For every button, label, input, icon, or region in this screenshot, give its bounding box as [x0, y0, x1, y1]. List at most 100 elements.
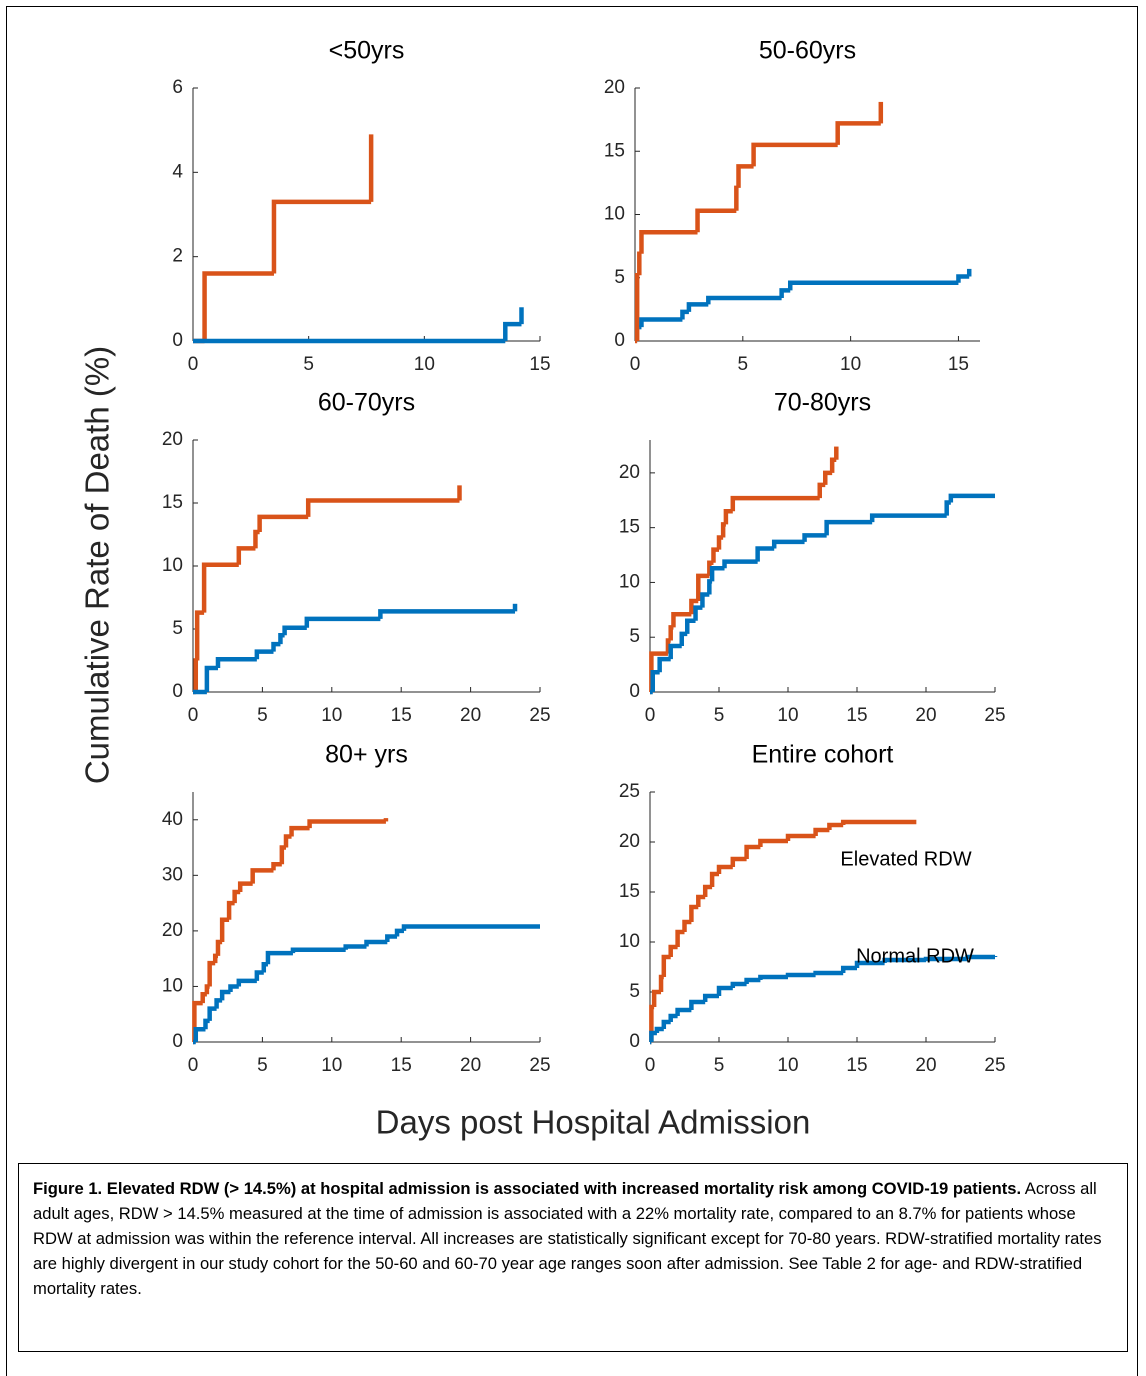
step-segment — [650, 670, 660, 692]
step-segment — [307, 819, 386, 829]
step-segment — [869, 513, 947, 523]
step-segment — [923, 956, 968, 962]
step-segment — [649, 1030, 657, 1042]
step-segment — [226, 900, 235, 920]
step-segment — [265, 950, 293, 965]
step-segment — [668, 625, 674, 641]
step-segment — [668, 1013, 678, 1022]
panel-title: Entire cohort — [752, 741, 894, 769]
step-segment — [219, 917, 230, 942]
step-segment — [686, 302, 709, 312]
step-segment — [212, 953, 218, 964]
y-tick-label: 0 — [172, 330, 183, 351]
step-segment — [716, 864, 733, 874]
step-segment — [716, 985, 733, 996]
step-segment — [279, 845, 286, 865]
y-tick-label: 20 — [619, 831, 640, 852]
step-segment — [840, 965, 857, 973]
step-segment — [637, 251, 642, 276]
panel-title: 80+ yrs — [325, 741, 408, 769]
step-segment — [823, 470, 833, 485]
step-segment — [658, 974, 664, 992]
x-tick-label: 5 — [303, 354, 314, 375]
y-tick-label: 0 — [614, 330, 625, 351]
step-segment — [827, 822, 844, 830]
y-tick-label: 20 — [619, 462, 640, 483]
step-segment — [207, 1006, 217, 1021]
step-segment — [661, 954, 671, 977]
step-segment — [682, 919, 692, 932]
step-segment — [290, 947, 346, 954]
x-tick-label: 5 — [714, 705, 725, 726]
y-tick-label: 40 — [162, 809, 183, 830]
step-segment — [237, 881, 253, 892]
x-tick-label: 5 — [257, 705, 268, 726]
x-tick-label: 0 — [188, 705, 199, 726]
step-segment — [758, 974, 788, 980]
step-segment — [236, 978, 257, 987]
step-segment — [730, 981, 747, 988]
panel-title: 70-80yrs — [774, 389, 871, 417]
x-tick-label: 25 — [984, 705, 1005, 726]
step-segment — [744, 844, 761, 859]
x-tick-label: 5 — [738, 354, 749, 375]
step-segment — [271, 199, 372, 274]
x-tick-label: 10 — [777, 1055, 798, 1076]
step-segment — [278, 633, 285, 645]
y-tick-label: 5 — [172, 618, 183, 639]
step-segment — [679, 631, 688, 646]
step-segment — [651, 989, 662, 1007]
step-segment — [723, 508, 733, 525]
step-segment — [685, 618, 696, 634]
step-segment — [236, 546, 256, 565]
step-segment — [401, 924, 540, 931]
x-tick-label: 20 — [460, 705, 481, 726]
step-segment — [965, 954, 995, 960]
step-segment — [305, 498, 460, 517]
step-segment — [802, 533, 827, 542]
x-tick-label: 5 — [714, 1055, 725, 1076]
step-segment — [702, 884, 713, 897]
y-tick-label: 10 — [604, 204, 625, 225]
x-tick-label: 0 — [645, 705, 656, 726]
step-segment — [720, 522, 726, 538]
y-tick-label: 4 — [172, 161, 183, 182]
y-tick-label: 20 — [604, 77, 625, 98]
step-segment — [634, 272, 640, 341]
step-segment — [829, 457, 837, 473]
step-segment — [813, 970, 844, 976]
x-tick-label: 20 — [915, 1055, 936, 1076]
caption: Figure 1. Elevated RDW (> 14.5%) at hosp… — [18, 1163, 1128, 1352]
y-tick-label: 15 — [619, 517, 640, 538]
chart: Cumulative Rate of Death (%) Days post H… — [79, 37, 1006, 1141]
step-segment — [755, 546, 775, 562]
y-tick-label: 5 — [614, 267, 625, 288]
step-segment — [204, 984, 210, 995]
step-segment — [250, 868, 274, 884]
step-segment — [944, 500, 951, 516]
step-segment — [696, 573, 710, 602]
y-tick-label: 2 — [172, 246, 183, 267]
step-segment — [736, 164, 754, 188]
y-tick-label: 20 — [162, 920, 183, 941]
step-segment — [668, 643, 682, 660]
x-tick-label: 0 — [188, 354, 199, 375]
step-segment — [289, 825, 310, 837]
y-tick-label: 20 — [162, 429, 183, 450]
step-segment — [840, 819, 917, 825]
step-segment — [378, 609, 516, 619]
y-tick-label: 10 — [619, 931, 640, 952]
x-tick-label: 15 — [948, 354, 969, 375]
step-segment — [689, 598, 699, 615]
step-segment — [751, 142, 838, 167]
x-tick-label: 20 — [915, 705, 936, 726]
step-segment — [730, 495, 820, 512]
y-axis-label: Cumulative Rate of Death (%) — [79, 346, 116, 784]
x-tick-label: 10 — [777, 705, 798, 726]
step-segment — [283, 834, 292, 848]
annotation: Elevated RDW — [840, 848, 971, 870]
x-tick-label: 0 — [188, 1055, 199, 1076]
x-tick-label: 15 — [846, 705, 867, 726]
step-segment — [758, 838, 788, 847]
step-segment — [304, 616, 381, 628]
